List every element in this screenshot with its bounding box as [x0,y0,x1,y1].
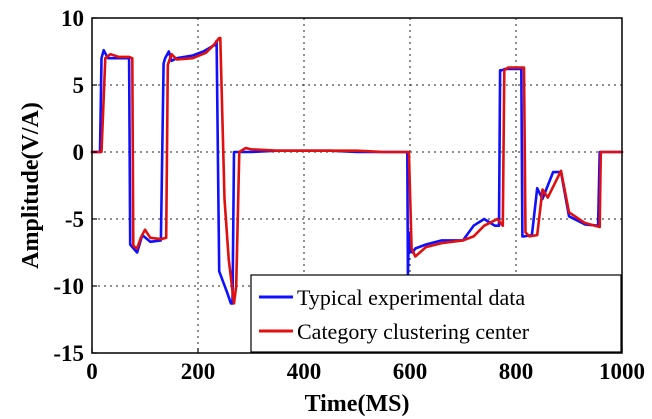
y-tick-label: -10 [53,274,84,299]
y-tick-label: 10 [61,6,84,31]
x-axis-title: Time(MS) [305,391,410,417]
x-tick-label: 800 [499,359,534,384]
x-tick-label: 400 [287,359,322,384]
series-layer [90,36,624,305]
y-axis-title: Amplitude(V/A) [18,102,44,269]
series-line-1 [90,39,624,305]
y-tick-label: 5 [73,73,85,98]
x-tick-label: 600 [393,359,428,384]
legend-box [250,274,622,353]
y-tick-label: -15 [53,341,84,366]
plot-frame [91,17,623,354]
tick-labels: 0 200 400 600 800 1000 10 5 0 -5 -10 -15 [53,6,645,384]
x-tick-label: 0 [86,359,98,384]
y-tick-label: -5 [65,207,84,232]
legend: Typical experimental data Category cluste… [250,274,622,353]
y-tick-label: 0 [73,140,85,165]
legend-label-2: Category clustering center [297,319,530,344]
series-line-2 [90,36,624,305]
legend-label-1: Typical experimental data [297,285,525,310]
x-tick-label: 1000 [599,359,645,384]
x-tick-label: 200 [181,359,216,384]
